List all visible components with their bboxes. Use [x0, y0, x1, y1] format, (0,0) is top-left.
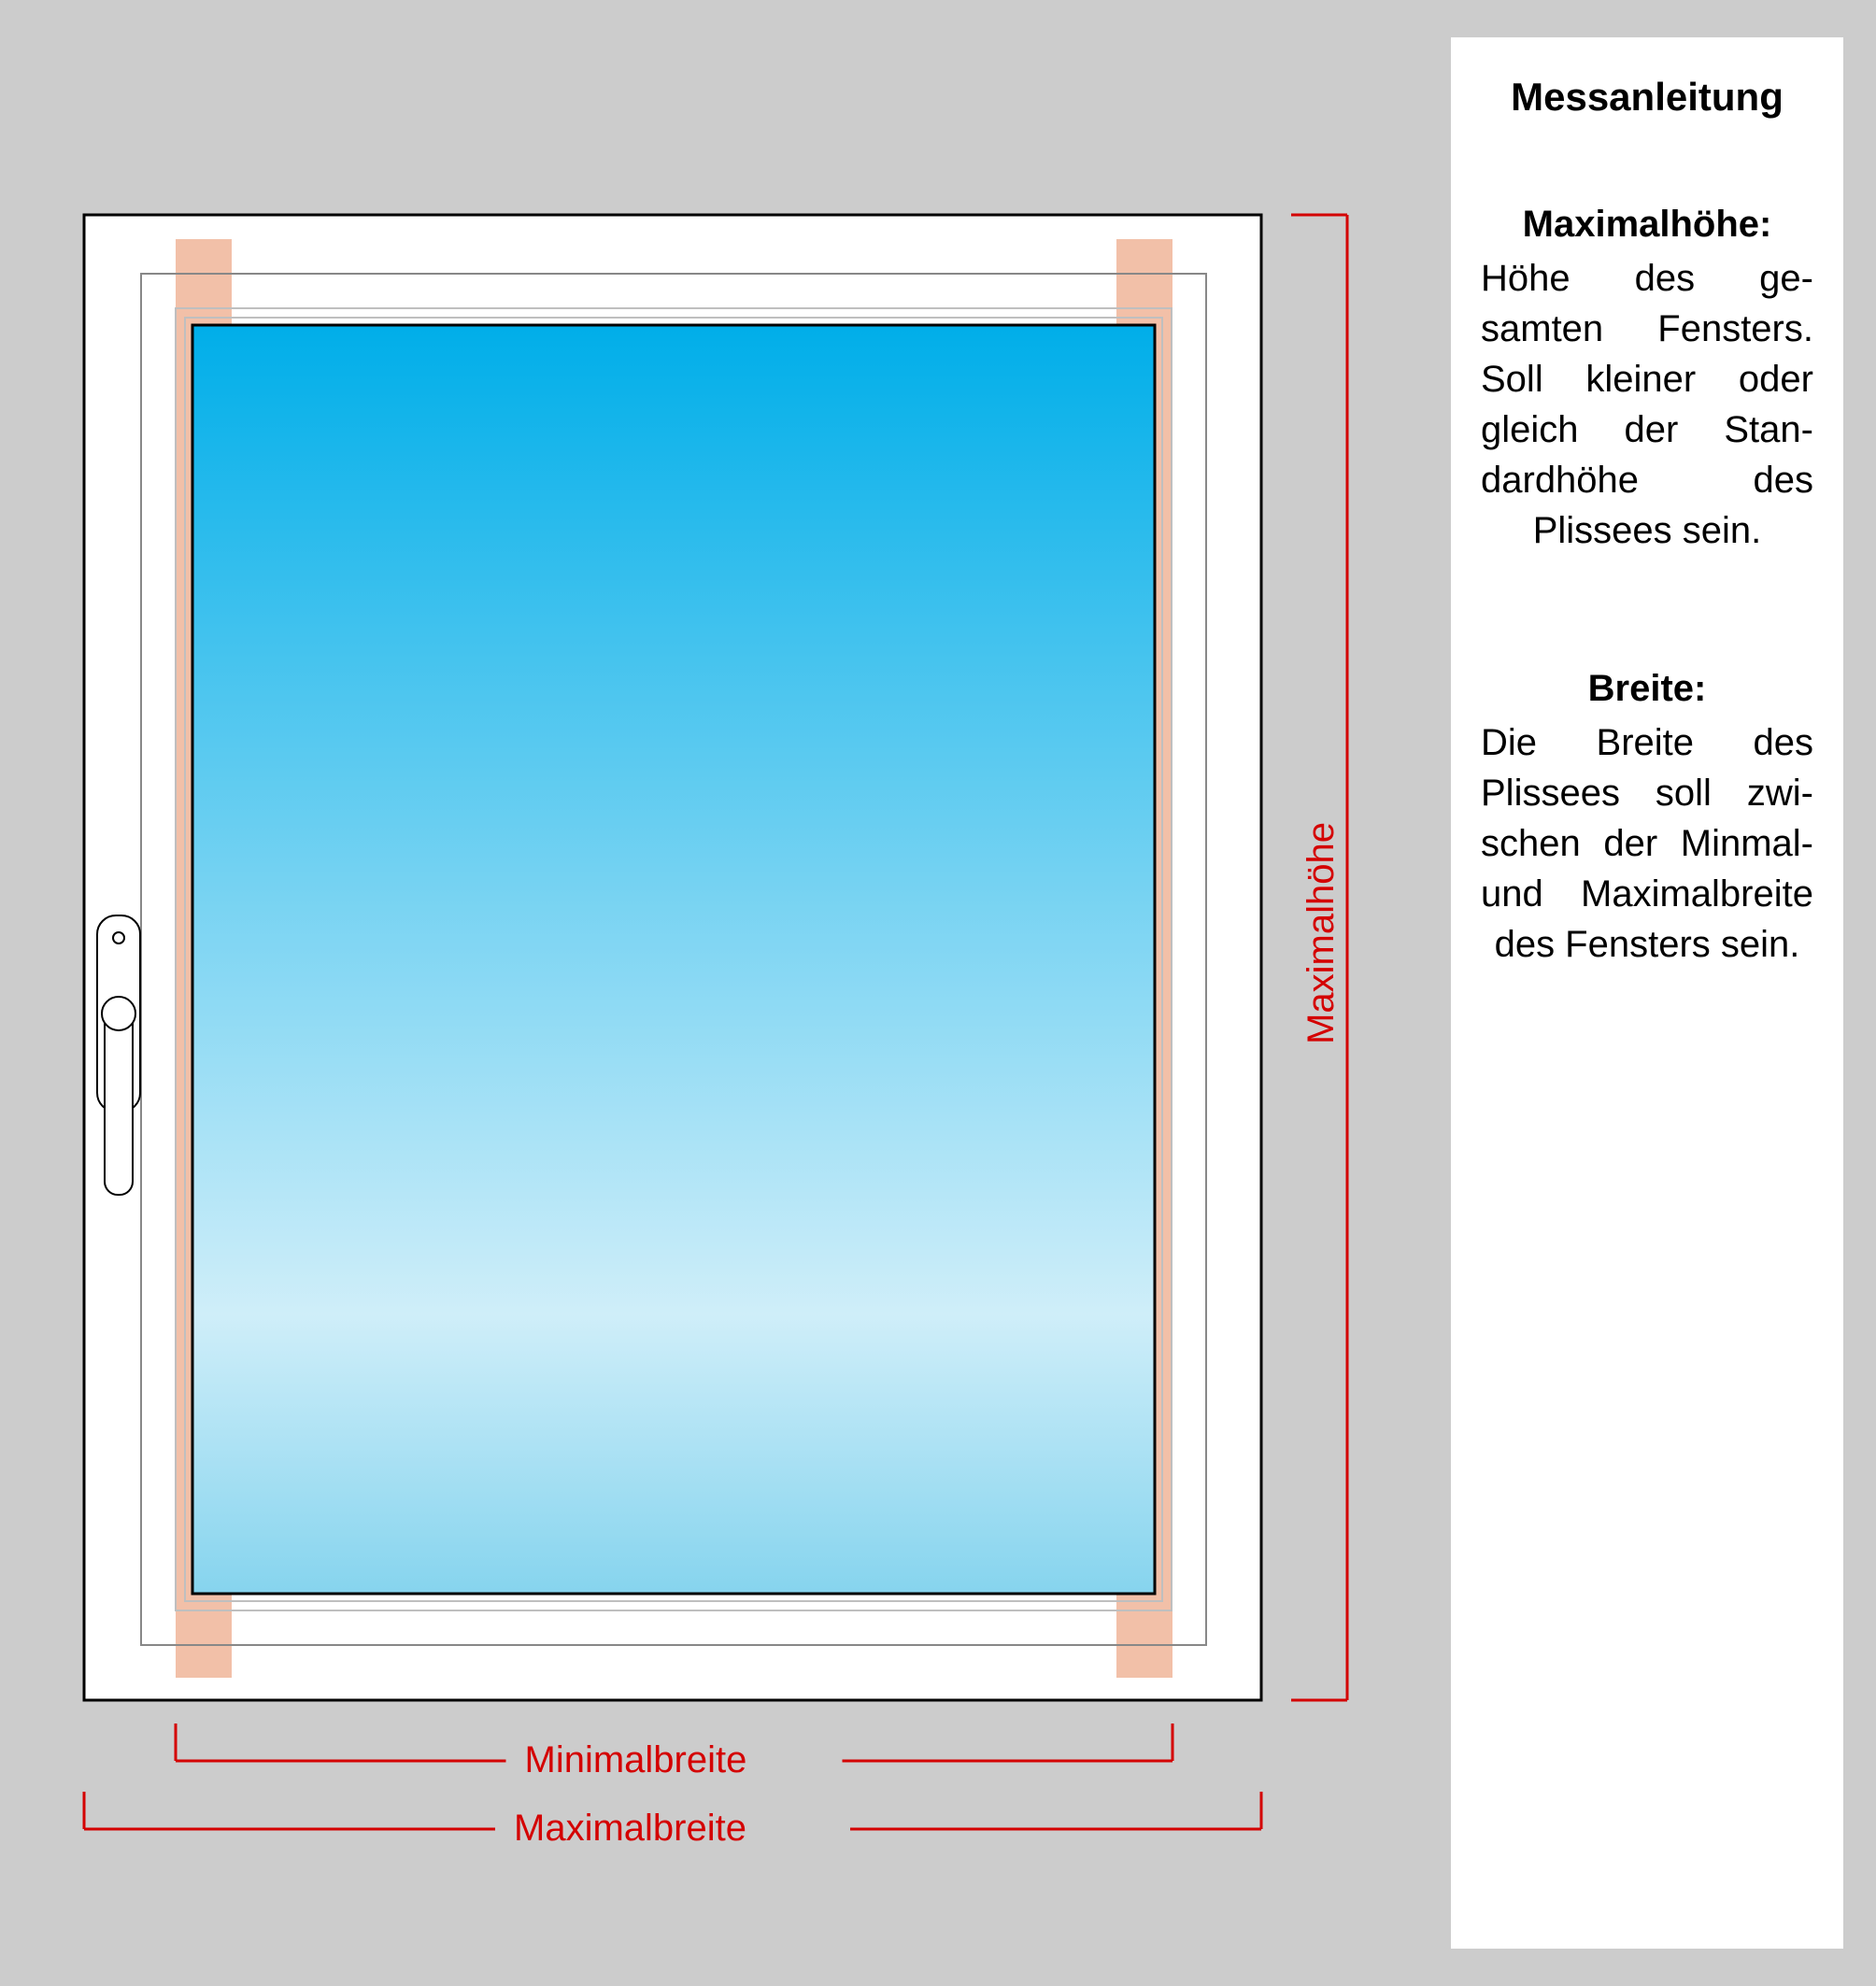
diagram-canvas: Messanleitung Maximalhöhe:Höhe des ge­sa… — [0, 0, 1876, 1986]
max-height-label: Maximalhöhe — [1300, 822, 1343, 1044]
min-width-label: Minimalbreite — [525, 1739, 747, 1781]
window-diagram — [0, 0, 1876, 1986]
max-width-label: Maximalbreite — [514, 1808, 746, 1850]
